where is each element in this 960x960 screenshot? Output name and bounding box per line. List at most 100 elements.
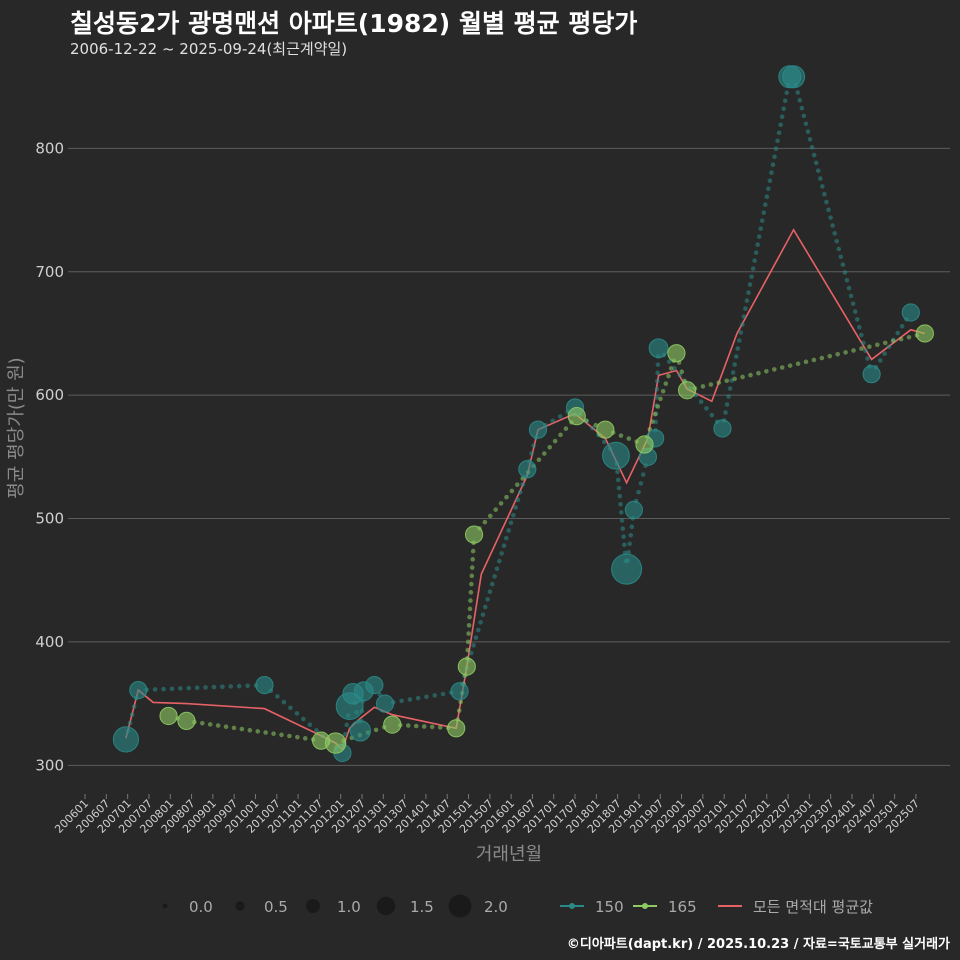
series-165-connector-dot <box>835 351 840 357</box>
series-165-connector-dot <box>504 494 509 500</box>
series-150-connector-dot <box>842 270 848 275</box>
series-150-connector-dot <box>752 258 757 263</box>
legend-size-marker-1 <box>235 901 245 911</box>
series-150-connector-dot <box>886 344 892 350</box>
series-165-connector-dot <box>514 482 520 488</box>
series-165-connector-dot <box>456 708 462 713</box>
series-150-connector-dot <box>471 643 476 648</box>
series-150-connector-dot <box>636 489 641 495</box>
series-150-connector-dot <box>131 704 137 709</box>
series-165-point-7 <box>464 525 484 544</box>
series-150-connector-dot <box>288 705 293 711</box>
series-150-connector-dot <box>245 683 250 689</box>
series-150-connector-dot <box>726 394 731 399</box>
series-150-connector-dot <box>178 686 183 691</box>
series-150-point-20 <box>713 419 732 438</box>
series-150-connector-dot <box>301 716 306 722</box>
series-150-connector-dot <box>848 293 854 299</box>
series-165-point-11 <box>667 344 686 363</box>
series-150-connector-dot <box>746 290 751 295</box>
y-tick-label-600: 600 <box>35 386 64 404</box>
legend-size-marker-0 <box>162 903 168 909</box>
series-165-connector-dot <box>558 432 563 438</box>
series-165-connector-dot <box>552 438 558 444</box>
series-165-connector-dot <box>302 736 308 741</box>
series-150-connector-dot <box>741 314 747 319</box>
series-150-connector-dot <box>782 98 788 104</box>
series-150-connector-dot <box>127 720 133 726</box>
series-165-connector-dot <box>287 733 292 739</box>
series-150-connector-dot <box>834 238 840 244</box>
series-150-connector-dot <box>758 226 764 231</box>
chart-subtitle: 2006-12-22 ~ 2025-09-24(최근계약일) <box>70 40 348 58</box>
series-165-connector-dot <box>811 357 817 363</box>
series-150-connector-dot <box>784 90 790 96</box>
series-165-connector-dot <box>668 366 674 371</box>
series-165-connector-dot <box>482 519 488 525</box>
series-150-connector-dot <box>832 231 837 236</box>
series-150-connector-dot <box>775 138 780 144</box>
series-150-point-19 <box>648 338 669 359</box>
legend-size-label-4: 2.0 <box>484 898 508 916</box>
series-150-connector-dot <box>415 695 421 701</box>
y-tick-label-500: 500 <box>35 510 64 528</box>
series-150-connector-dot <box>840 262 846 267</box>
series-165-connector-dot <box>437 725 443 730</box>
series-165-connector-dot <box>882 340 888 346</box>
series-150-connector-dot <box>763 202 768 207</box>
series-150-connector-dot <box>654 395 659 400</box>
chart-title: 칠성동2가 광명맨션 아파트(1982) 월별 평균 평당가 <box>70 9 638 38</box>
series-150-connector-dot <box>769 170 774 176</box>
series-165-connector-dot <box>658 396 663 402</box>
series-150-point-10 <box>450 682 469 701</box>
legend: 0.0 0.5 1.0 1.5 2.0 150 165 모든 면적대 평균값 <box>162 894 873 918</box>
series-150-connector-dot <box>755 242 760 247</box>
series-150-connector-dot <box>492 574 497 579</box>
series-165-point-12 <box>678 381 697 400</box>
series-150-connector-dot <box>813 160 819 166</box>
series-150-point-15 <box>611 553 643 585</box>
series-150-point-2 <box>255 676 274 695</box>
series-150-connector-dot <box>620 526 626 531</box>
series-150-connector-dot <box>655 378 660 384</box>
series-165-connector-dot <box>487 513 493 519</box>
series-165-connector-dot <box>626 436 632 441</box>
series-165-connector-dot <box>231 725 237 731</box>
series-150-connector-dot <box>878 358 883 363</box>
series-150-connector-dot <box>899 323 905 329</box>
series-150-connector-dot <box>529 451 534 456</box>
series-165-connector-dot <box>223 724 229 730</box>
series-150-connector-dot <box>799 105 805 111</box>
series-150-connector-dot <box>666 359 672 364</box>
series-150-point-14 <box>602 441 630 470</box>
series-150-connector-dot <box>738 330 744 335</box>
series-150-connector-dot <box>655 362 661 367</box>
legend-dot-0 <box>569 903 575 909</box>
series-150-connector-dot <box>506 528 511 533</box>
series-150-connector-dot <box>342 731 348 737</box>
series-150-connector-dot <box>740 322 745 327</box>
series-165-connector-dot <box>724 378 730 384</box>
series-165-connector-dot <box>468 598 473 603</box>
series-150-connector-dot <box>220 684 225 690</box>
series-150-connector-dot <box>836 246 842 252</box>
series-165-connector-dot <box>405 723 411 728</box>
series-150-connector-dot <box>440 691 446 697</box>
series-165-connector-dot <box>421 724 427 729</box>
series-150-connector-dot <box>468 650 474 656</box>
series-150-connector-dot <box>776 130 782 136</box>
series-150-connector-dot <box>161 686 166 692</box>
series-165-connector-dot <box>663 381 669 386</box>
series-150-point-22 <box>782 65 806 89</box>
y-axis-ticks: 300 400 500 600 700 800 <box>35 139 64 774</box>
series-150-point-6 <box>349 720 371 742</box>
series-150-connector-dot <box>822 191 827 197</box>
series-165-connector-dot <box>469 573 475 579</box>
series-165-connector-dot <box>468 590 474 595</box>
series-150-connector-dot <box>882 351 887 356</box>
series-150-connector-dot <box>640 472 646 477</box>
series-150-connector-dot <box>749 274 754 279</box>
series-165-connector-dot <box>716 380 722 385</box>
series-150-connector-dot <box>615 469 620 475</box>
series-165-connector-dot <box>466 631 471 636</box>
